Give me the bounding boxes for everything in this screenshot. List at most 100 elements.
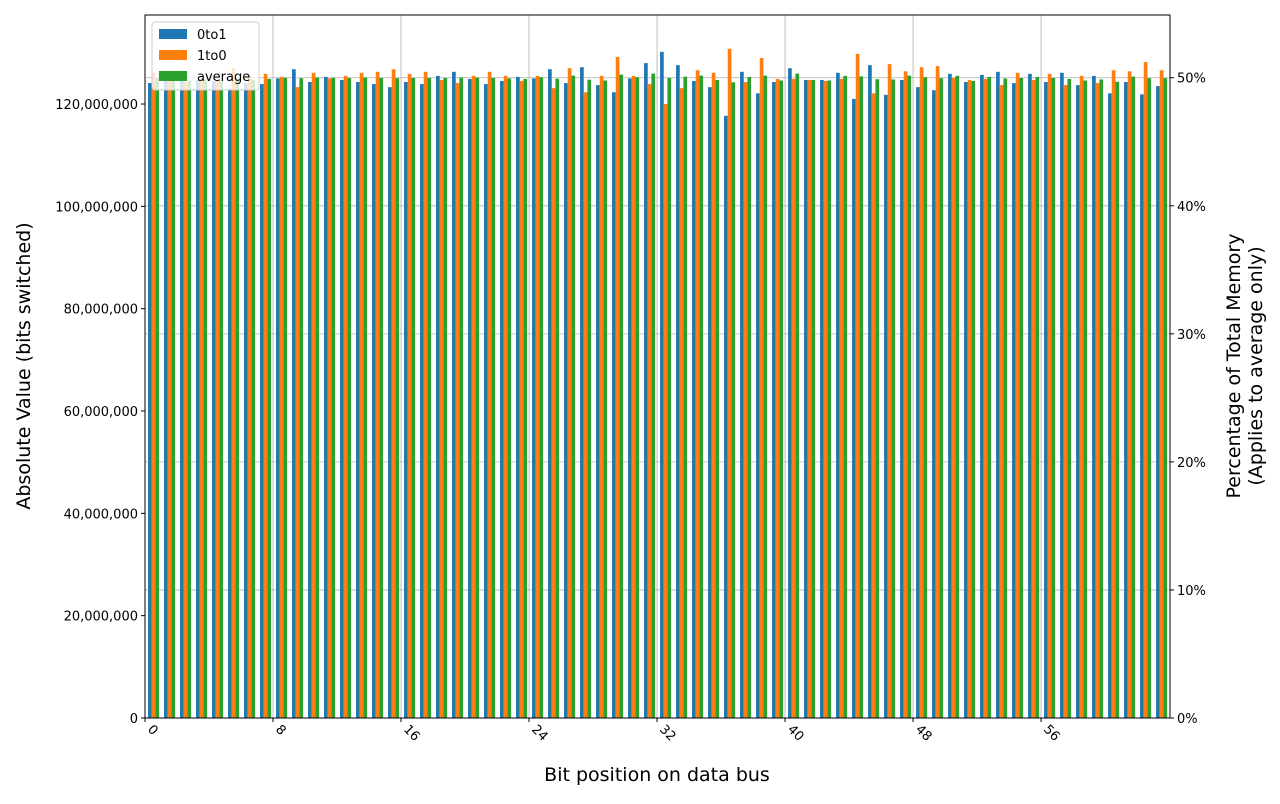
bar-0to1-bit-59 [1092,75,1096,718]
bar-average-bit-27 [587,79,592,718]
bar-0to1-bit-14 [372,84,376,719]
legend-label-0to1: 0to1 [197,28,227,43]
bar-1to0-bit-59 [1095,83,1100,718]
bar-0to1-bit-50 [948,73,952,718]
bar-1to0-bit-37 [743,82,748,719]
bar-0to1-bit-15 [388,87,392,719]
bar-0to1-bit-22 [500,81,504,718]
bar-average-bit-38 [763,75,768,719]
bar-1to0-bit-21 [487,71,492,718]
bar-average-bit-2 [187,81,192,718]
y-right-tick-label: 10% [1177,584,1206,599]
bar-average-bit-13 [363,77,368,719]
bar-1to0-bit-9 [295,87,300,719]
bar-1to0-bit-1 [167,79,172,719]
bar-1to0-bit-56 [1047,73,1052,718]
bar-1to0-bit-49 [935,66,940,718]
bar-0to1-bit-18 [436,75,440,718]
bar-1to0-bit-15 [391,69,396,718]
bar-1to0-bit-18 [439,79,444,719]
bar-average-bit-44 [859,76,864,718]
bar-average-bit-7 [267,78,272,718]
bar-average-bit-46 [891,79,896,719]
bar-0to1-bit-46 [884,94,888,719]
bar-average-bit-58 [1083,80,1088,718]
bar-0to1-bit-17 [420,84,424,719]
x-axis-label: Bit position on data bus [544,764,770,786]
bar-0to1-bit-13 [356,82,360,719]
bar-0to1-bit-56 [1044,82,1048,719]
bar-0to1-bit-62 [1140,94,1144,719]
bar-average-bit-62 [1147,78,1152,719]
bar-0to1-bit-5 [228,88,232,718]
bar-1to0-bit-62 [1143,62,1148,718]
bar-average-bit-18 [443,77,448,718]
bar-average-bit-17 [427,77,432,718]
bar-0to1-bit-27 [580,67,584,719]
bar-average-bit-5 [235,78,240,718]
bar-average-bit-48 [923,77,928,718]
bar-1to0-bit-38 [759,57,764,719]
legend-swatch-1to0 [159,50,187,60]
bar-average-bit-3 [203,79,208,719]
bar-1to0-bit-8 [279,76,284,718]
bar-average-bit-22 [507,78,512,718]
y-right-axis-label-line2: (Applies to average only) [1245,246,1267,485]
legend: 0to1 1to0 average [151,21,260,91]
bar-average-bit-61 [1131,76,1136,719]
bar-1to0-bit-34 [695,70,700,719]
bar-average-bit-26 [571,75,576,719]
bar-1to0-bit-55 [1031,79,1036,719]
bar-1to0-bit-31 [647,84,652,719]
bar-average-bit-59 [1099,79,1104,719]
bar-average-bit-30 [635,77,640,718]
bar-1to0-bit-17 [423,71,428,718]
bar-0to1-bit-20 [468,78,472,718]
bar-average-bit-23 [523,78,528,718]
bar-0to1-bit-60 [1108,93,1112,718]
bar-0to1-bit-45 [868,65,872,719]
y-right-tick-label: 30% [1177,328,1206,343]
bar-1to0-bit-16 [407,73,412,718]
bar-average-bit-14 [379,77,384,718]
bar-1to0-bit-40 [791,78,796,718]
bar-0to1-bit-58 [1076,85,1080,719]
bar-0to1-bit-55 [1028,73,1032,718]
bar-1to0-bit-61 [1127,71,1132,718]
bar-0to1-bit-25 [548,69,552,718]
bar-1to0-bit-53 [999,85,1004,719]
bar-0to1-bit-16 [404,82,408,719]
bar-0to1-bit-41 [804,79,808,719]
bar-0to1-bit-34 [692,81,696,718]
bar-0to1-bit-63 [1156,86,1160,718]
bar-0to1-bit-26 [564,83,568,718]
bar-average-bit-39 [779,80,784,718]
bars [148,48,1168,719]
bar-average-bit-41 [811,79,816,719]
bar-average-bit-11 [331,77,336,718]
bar-average-bit-40 [795,73,800,719]
bar-0to1-bit-0 [148,83,152,718]
bar-1to0-bit-60 [1111,70,1116,719]
legend-swatch-0to1 [159,29,187,39]
y-axis-ticks: 0 20,000,000 40,000,000 60,000,000 80,000,00… [55,98,145,727]
bar-1to0-bit-25 [551,88,556,718]
bar-1to0-bit-41 [807,79,812,719]
bar-1to0-bit-39 [775,78,780,718]
bar-1to0-bit-35 [711,72,716,719]
x-tick-label: 0 [144,722,160,738]
bar-0to1-bit-43 [836,72,840,719]
bar-0to1-bit-31 [644,63,648,719]
bar-1to0-bit-24 [535,75,540,718]
y-tick-label: 100,000,000 [55,200,138,215]
bar-0to1-bit-21 [484,84,488,719]
legend-label-average: average [197,70,250,85]
bar-1to0-bit-13 [359,72,364,719]
bar-1to0-bit-44 [855,53,860,718]
bar-average-bit-56 [1051,77,1056,718]
bar-average-bit-63 [1163,78,1168,719]
bar-0to1-bit-24 [532,78,536,718]
bar-0to1-bit-4 [212,81,216,718]
bar-average-bit-60 [1115,81,1120,718]
bar-average-bit-10 [315,77,320,719]
